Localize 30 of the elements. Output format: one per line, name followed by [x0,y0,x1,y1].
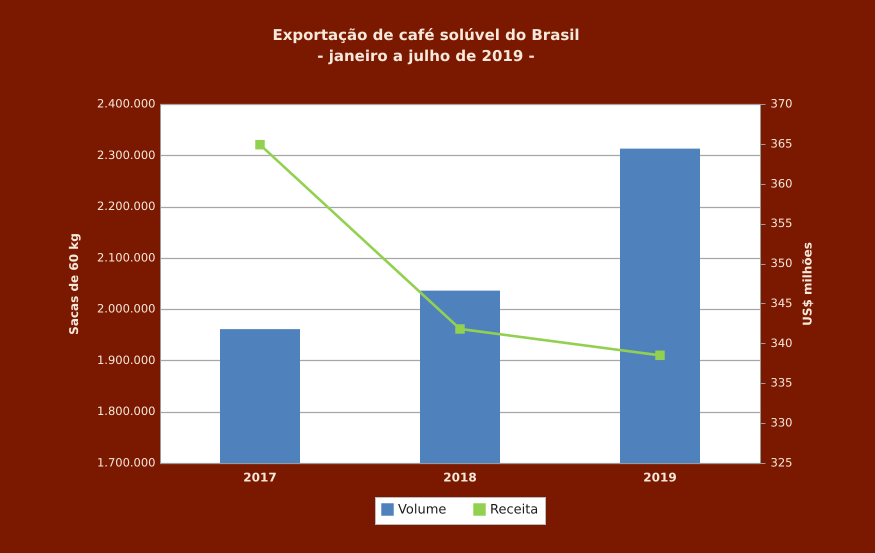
y-tick-label: 1.900.000 [96,352,156,367]
y-tick-label: 1.700.000 [96,456,156,470]
y2-tick-label: 350 [770,256,792,270]
chart-title: Exportação de café solúvel do Brasil [272,26,580,44]
y2-tick-label: 345 [770,296,792,310]
y2-axis-title: US$ milhões [800,242,814,326]
y-tick-label: 2.000.000 [96,302,156,316]
y2-tick-label: 355 [770,216,792,230]
y2-tick-label: 365 [770,136,792,150]
y-axis-title: Sacas de 60 kg [66,233,81,335]
y2-tick-label: 325 [770,456,792,470]
chart-subtitle: - janeiro a julho de 2019 - [317,47,535,65]
y-tick-label: 1.800.000 [96,404,156,418]
point [255,140,265,150]
y-tick-label: 2.300.000 [96,148,156,162]
y-tick-label: 2.200.000 [96,199,156,214]
y-tick-label: 2.400.000 [96,96,156,110]
y2-tick-label: 330 [770,416,792,430]
y2-tick-label: 370 [770,96,792,110]
legend-label: Receita [490,502,538,518]
y-tick-label: 2.100.000 [96,250,156,264]
point [455,324,465,334]
x-tick-label: 2019 [643,470,677,484]
y2-tick-label: 360 [770,176,792,190]
x-tick-label: 2018 [443,470,477,484]
y2-tick-label: 340 [770,336,792,350]
x-tick-label: 2017 [243,470,277,484]
legend-label: Volume [398,502,446,518]
point [655,350,665,360]
y2-tick-label: 335 [770,376,792,390]
